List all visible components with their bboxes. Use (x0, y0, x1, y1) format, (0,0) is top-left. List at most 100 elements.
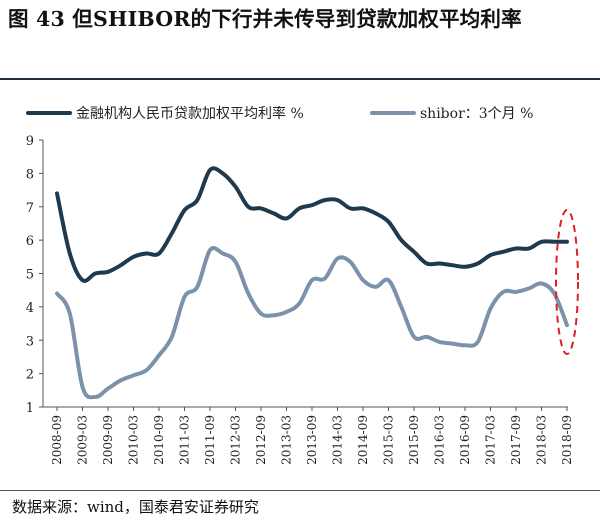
series-line-2 (55, 246, 569, 400)
data-point (336, 199, 338, 201)
x-tick-label: 2017-09 (509, 415, 523, 465)
data-point (324, 199, 326, 201)
x-tick-label: 2009-03 (76, 415, 90, 465)
data-point (502, 251, 504, 253)
data-point (273, 212, 275, 214)
data-point (260, 312, 262, 314)
x-tick-label: 2018-09 (560, 415, 574, 465)
data-point (107, 387, 109, 389)
data-point (56, 192, 58, 194)
data-point (247, 292, 249, 294)
x-tick-label: 2009-09 (101, 415, 115, 465)
data-point (336, 257, 338, 259)
data-point (311, 204, 313, 206)
data-point (196, 286, 198, 288)
x-tick-label: 2011-09 (203, 415, 217, 465)
x-tick-label: 2008-09 (50, 415, 64, 465)
x-tick-label: 2011-03 (178, 415, 192, 465)
legend-label-2: shibor：3个月 % (420, 106, 533, 122)
y-tick-label: 5 (26, 268, 34, 283)
data-point (553, 241, 555, 243)
legend-label-1: 金融机构人民币贷款加权平均利率 % (76, 105, 304, 122)
data-point (158, 354, 160, 356)
data-point (426, 336, 428, 338)
data-point (234, 186, 236, 188)
data-point (375, 212, 377, 214)
data-point (260, 207, 262, 209)
x-tick-label: 2014-03 (331, 415, 345, 465)
data-point (451, 264, 453, 266)
data-point (183, 296, 185, 298)
data-point (311, 279, 313, 281)
x-tick-label: 2012-09 (254, 415, 268, 465)
data-point (566, 241, 568, 243)
y-tick-label: 6 (26, 234, 34, 249)
data-point (413, 336, 415, 338)
data-point (107, 271, 109, 273)
y-tick-label: 4 (26, 301, 34, 316)
data-point (285, 217, 287, 219)
data-point (387, 279, 389, 281)
x-tick-label: 2013-03 (280, 415, 294, 465)
data-point (222, 252, 224, 254)
x-tick-label: 2015-09 (407, 415, 421, 465)
y-tick-label: 8 (26, 167, 34, 182)
y-tick-label: 1 (26, 401, 34, 416)
data-point (298, 207, 300, 209)
data-point (489, 254, 491, 256)
data-point (298, 302, 300, 304)
data-point (451, 342, 453, 344)
data-point (528, 247, 530, 249)
x-tick-label: 2016-03 (433, 415, 447, 465)
data-point (273, 314, 275, 316)
data-point (171, 336, 173, 338)
series-line-1 (55, 166, 569, 283)
footer-divider (0, 490, 600, 491)
data-point (426, 262, 428, 264)
data-point (375, 286, 377, 288)
title-divider (0, 78, 600, 80)
data-point (183, 209, 185, 211)
x-tick-label: 2015-03 (382, 415, 396, 465)
data-point (120, 264, 122, 266)
data-point (515, 291, 517, 293)
data-point (477, 341, 479, 343)
series-1-points (56, 169, 568, 282)
chart-axes: 1 2 3 4 5 6 7 8 9 2008-09 2009-03 2009-09 2010-03 201… (26, 134, 574, 465)
x-tick-label: 2014-09 (356, 415, 370, 465)
chart-legend: 金融机构人民币贷款加权平均利率 % shibor：3个月 % (26, 105, 533, 122)
x-tick-label: 2018-03 (535, 415, 549, 465)
data-point (349, 261, 351, 263)
data-point (387, 221, 389, 223)
data-point (234, 261, 236, 263)
data-point (222, 172, 224, 174)
data-point (171, 232, 173, 234)
data-point (540, 282, 542, 284)
x-tick-label: 2010-09 (152, 415, 166, 465)
x-tick-label: 2013-09 (305, 415, 319, 465)
data-point (438, 262, 440, 264)
data-point (400, 239, 402, 241)
data-point (145, 369, 147, 371)
data-point (515, 247, 517, 249)
data-point (528, 287, 530, 289)
data-point (158, 252, 160, 254)
data-point (120, 379, 122, 381)
annotation-layer (555, 209, 579, 355)
line-chart: 金融机构人民币贷款加权平均利率 % shibor：3个月 % 1 2 3 4 5 6 7 8 9 2… (26, 105, 579, 465)
series-2-points (56, 249, 568, 398)
data-point (132, 256, 134, 258)
data-point (438, 341, 440, 343)
data-point (362, 207, 364, 209)
data-point (477, 262, 479, 264)
data-point (81, 386, 83, 388)
data-point (94, 396, 96, 398)
data-point (132, 374, 134, 376)
data-point (196, 199, 198, 201)
x-tick-label: 2010-03 (127, 415, 141, 465)
data-point (209, 169, 211, 171)
x-tick-label: 2017-03 (484, 415, 498, 465)
data-point (489, 307, 491, 309)
data-point (566, 324, 568, 326)
data-point (349, 207, 351, 209)
